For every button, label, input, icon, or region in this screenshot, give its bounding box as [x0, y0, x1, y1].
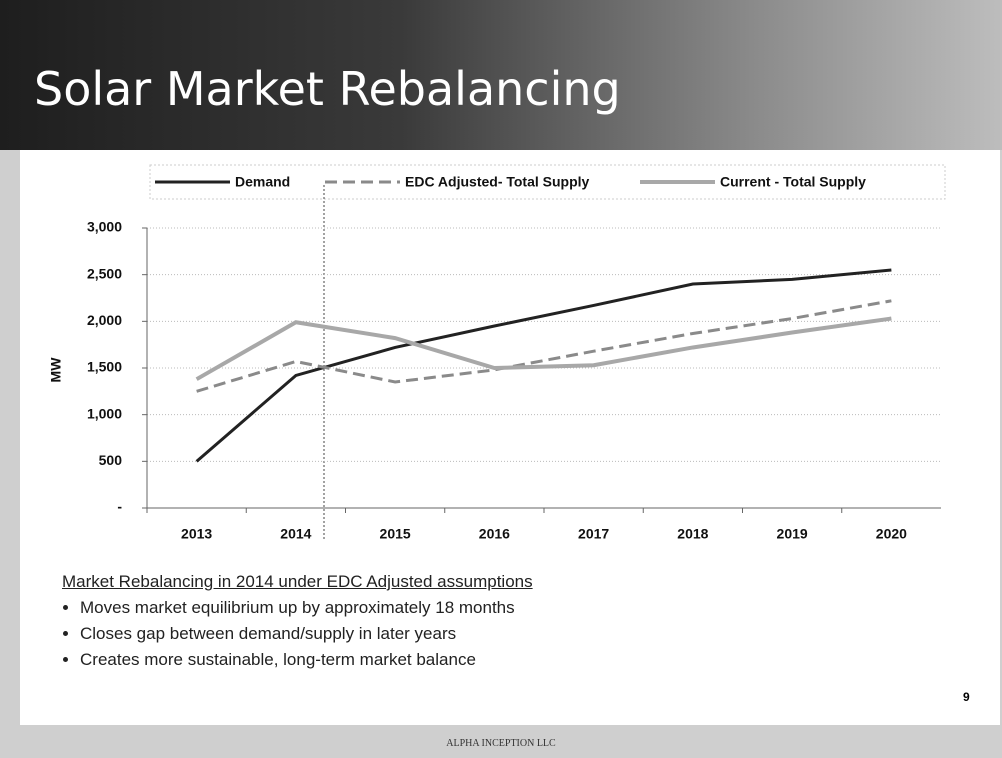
x-tick-label: 2015 — [380, 526, 411, 542]
legend-box — [149, 164, 946, 200]
y-tick-label: 3,000 — [87, 219, 122, 235]
bullet: Moves market equilibrium up by approxima… — [80, 598, 533, 618]
x-tick-label: 2018 — [677, 526, 708, 542]
y-tick-label: 2,000 — [87, 312, 122, 328]
page-number: 9 — [963, 690, 970, 704]
bullet: Creates more sustainable, long-term mark… — [80, 650, 533, 670]
y-tick-label: 1,500 — [87, 359, 122, 375]
footer: ALPHA INCEPTION LLC — [446, 738, 556, 749]
legend-label: Current - Total Supply — [720, 174, 866, 190]
series-line — [195, 316, 892, 381]
x-tick-label: 2017 — [578, 526, 609, 542]
y-tick-label: 2,500 — [87, 265, 122, 281]
bullet: Closes gap between demand/supply in late… — [80, 624, 533, 644]
slide-title: Solar Market Rebalancing — [34, 62, 621, 116]
series-line — [195, 268, 892, 463]
y-axis-label: MW — [48, 357, 64, 383]
x-tick-label: 2019 — [777, 526, 808, 542]
legend-label: Demand — [235, 174, 290, 190]
chart: MW - 500 1,000 1,500 2,000 2,500 3,000 2013 2014… — [48, 164, 946, 542]
legend-label: EDC Adjusted- Total Supply — [405, 174, 590, 190]
y-tick-label: - — [117, 499, 122, 515]
notes: Market Rebalancing in 2014 under EDC Adj… — [62, 572, 533, 676]
title-bar: Solar Market Rebalancing — [0, 0, 1002, 150]
notes-heading: Market Rebalancing in 2014 under EDC Adj… — [62, 572, 533, 591]
content-panel — [20, 150, 1000, 725]
y-tick-label: 1,000 — [87, 405, 122, 421]
x-tick-label: 2013 — [181, 526, 212, 542]
x-tick-label: 2014 — [280, 526, 311, 542]
y-tick-label: 500 — [99, 452, 123, 468]
bullet-list: Moves market equilibrium up by approxima… — [62, 598, 533, 670]
x-tick-label: 2020 — [876, 526, 907, 542]
x-tick-label: 2016 — [479, 526, 510, 542]
